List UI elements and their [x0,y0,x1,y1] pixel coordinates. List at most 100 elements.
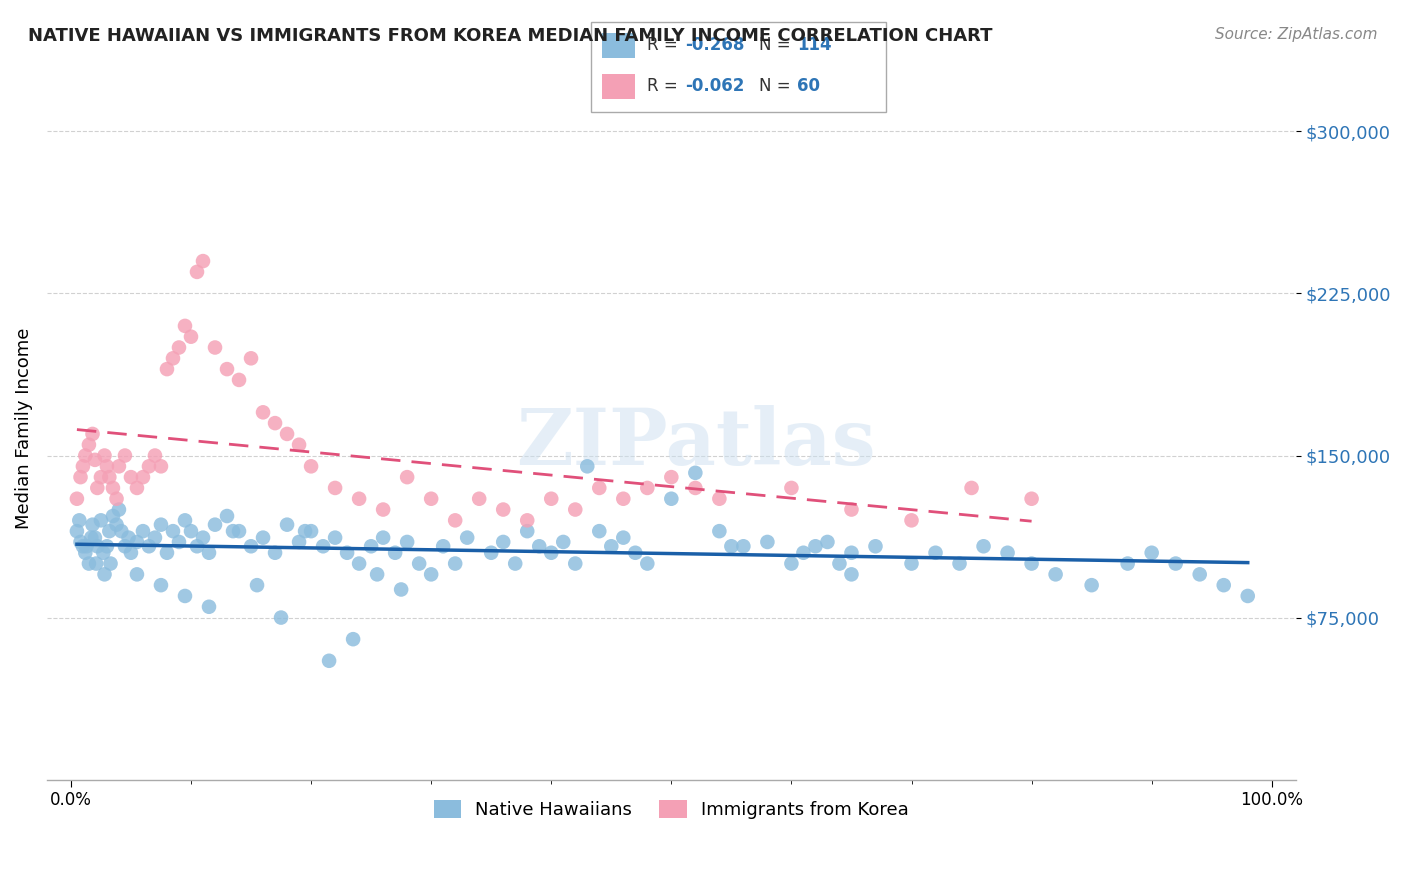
Point [456,531,478,545]
Point [67,513,90,527]
Text: ZIPatlas: ZIPatlas [516,405,876,481]
Point [101,509,124,524]
Point [132,524,155,538]
Point [492,535,515,549]
Point [312,539,335,553]
Point [323,481,346,495]
Point [204,341,226,355]
Point [384,546,406,560]
Point [93,449,115,463]
Point [75,449,97,463]
Point [371,502,394,516]
Point [468,491,491,506]
Point [733,539,755,553]
Point [69,470,91,484]
Point [69,535,91,549]
Point [444,513,467,527]
Point [408,557,430,571]
Point [186,539,208,553]
Point [540,546,562,560]
Text: R =: R = [647,77,683,95]
Point [96,459,118,474]
Point [125,567,148,582]
Point [792,546,814,560]
Point [72,539,94,553]
Point [198,599,221,614]
Point [180,524,202,538]
Text: -0.268: -0.268 [685,36,744,54]
Point [492,502,515,516]
Point [432,539,454,553]
Point [1188,567,1211,582]
Point [143,449,166,463]
Point [1236,589,1258,603]
Point [82,426,104,441]
Point [100,557,122,571]
Point [948,557,970,571]
Point [174,589,197,603]
Point [91,546,114,560]
Point [997,546,1019,560]
Point [252,405,274,419]
Point [117,531,139,545]
Point [659,470,682,484]
Point [1045,567,1067,582]
Point [479,546,502,560]
Point [817,535,839,549]
Point [756,535,779,549]
Point [780,557,803,571]
Point [222,524,245,538]
Point [612,491,634,506]
Point [240,351,263,366]
Point [709,491,731,506]
Point [389,582,412,597]
Point [347,491,370,506]
Point [86,481,108,495]
Point [84,557,107,571]
Point [1021,491,1043,506]
Point [167,535,190,549]
Point [120,470,142,484]
Point [318,654,340,668]
Point [636,481,658,495]
Point [960,481,983,495]
Point [84,531,107,545]
Point [90,470,112,484]
Point [294,524,316,538]
Point [98,524,121,538]
Point [66,524,89,538]
Point [553,535,575,549]
Point [685,481,707,495]
Point [101,481,124,495]
Point [828,557,851,571]
Text: 60: 60 [797,77,820,95]
Point [138,539,160,553]
Point [270,610,292,624]
Point [120,546,142,560]
Point [685,466,707,480]
Text: 114: 114 [797,36,832,54]
Point [215,509,238,524]
Point [564,502,586,516]
Point [1080,578,1102,592]
Point [420,491,443,506]
Point [444,557,467,571]
Point [900,513,922,527]
Point [228,524,250,538]
Point [564,557,586,571]
Point [110,524,132,538]
Point [1164,557,1187,571]
Point [90,513,112,527]
Point [93,567,115,582]
Point [75,546,97,560]
Point [125,535,148,549]
Point [612,531,634,545]
Point [246,578,269,592]
Point [841,502,863,516]
Point [1140,546,1163,560]
Text: R =: R = [647,36,683,54]
Point [84,453,107,467]
Point [1212,578,1234,592]
Bar [602,33,636,58]
Point [420,567,443,582]
